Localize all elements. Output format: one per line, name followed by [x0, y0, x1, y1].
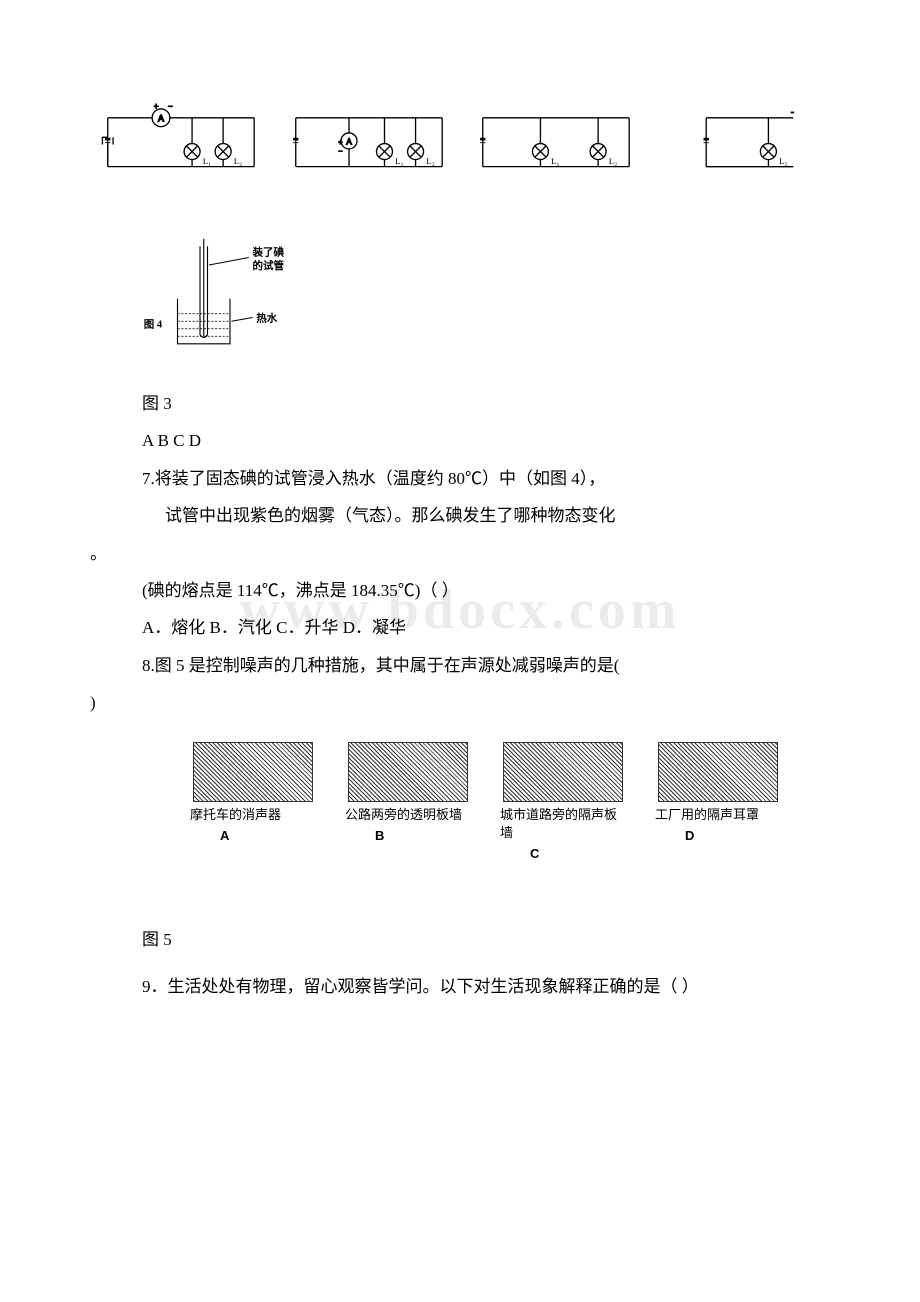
- noise-option-c: 城市道路旁的隔声板墙 C: [500, 742, 625, 861]
- noise-image-c: [503, 742, 623, 802]
- svg-text:L₁: L₁: [395, 156, 404, 166]
- fig4-number: 图 4: [144, 318, 163, 330]
- noise-option-d: 工厂用的隔声耳罩 D: [655, 742, 780, 861]
- figure-4-diagram: 装了碘 的试管 热水 图 4: [140, 220, 320, 370]
- svg-text:L₁: L₁: [203, 156, 212, 166]
- svg-text:L₁: L₁: [779, 156, 788, 166]
- svg-text:−: −: [338, 147, 342, 155]
- noise-image-b: [348, 742, 468, 802]
- noise-caption-d: 工厂用的隔声耳罩: [655, 806, 780, 824]
- svg-text:A: A: [158, 113, 164, 123]
- svg-text:+: +: [338, 138, 342, 146]
- svg-text:+: +: [154, 102, 159, 111]
- q8-line1: 8.图 5 是控制噪声的几种措施，其中属于在声源处减弱噪声的是(: [142, 647, 830, 684]
- noise-option-a: 摩托车的消声器 A: [190, 742, 315, 861]
- q7-line1: 7.将装了固态碘的试管浸入热水（温度约 80℃）中（如图 4），: [142, 460, 830, 497]
- figure-4-container: 装了碘 的试管 热水 图 4: [140, 220, 830, 375]
- noise-options-row: 摩托车的消声器 A 公路两旁的透明板墙 B 城市道路旁的隔声板墙 C 工厂用的隔…: [190, 742, 830, 861]
- fig4-label-water: 热水: [256, 311, 277, 324]
- svg-text:L₁: L₁: [551, 156, 560, 166]
- svg-text:L₂: L₂: [609, 156, 618, 166]
- noise-image-a: [193, 742, 313, 802]
- svg-text:A: A: [346, 137, 352, 146]
- noise-label-b: B: [375, 828, 470, 843]
- noise-label-d: D: [685, 828, 780, 843]
- noise-caption-b: 公路两旁的透明板墙: [345, 806, 470, 824]
- q7-line2: 试管中出现紫色的烟雾（气态）。那么碘发生了哪种物态变化: [165, 497, 830, 534]
- circuit-b: A + − L₁ L₂: [278, 100, 456, 180]
- q9-text: 9．生活处处有物理，留心观察皆学问。以下对生活现象解释正确的是（ ）: [142, 968, 830, 1005]
- fig4-label-top2: 的试管: [253, 259, 285, 272]
- q7-line3: (碘的熔点是 114℃，沸点是 184.35℃)（ ）: [142, 572, 830, 609]
- fig4-label-top1: 装了碘: [252, 245, 285, 258]
- svg-text:L₂: L₂: [426, 156, 435, 166]
- noise-option-b: 公路两旁的透明板墙 B: [345, 742, 470, 861]
- noise-label-a: A: [220, 828, 315, 843]
- noise-label-c: C: [530, 846, 625, 861]
- abcd-labels: A B C D: [142, 422, 830, 459]
- noise-caption-a: 摩托车的消声器: [190, 806, 315, 824]
- circuit-diagram-row: A + − L₁: [90, 100, 830, 180]
- noise-caption-c: 城市道路旁的隔声板墙: [500, 806, 625, 842]
- svg-text:L₂: L₂: [234, 156, 243, 166]
- fig3-caption: 图 3: [142, 385, 830, 422]
- q7-options: A．熔化 B．汽化 C．升华 D．凝华: [142, 609, 830, 646]
- circuit-d: L₁: [653, 100, 831, 180]
- page-content: A + − L₁: [90, 100, 830, 1006]
- fig5-caption: 图 5: [142, 921, 830, 958]
- circuit-c: L₁ L₂: [465, 100, 643, 180]
- noise-image-d: [658, 742, 778, 802]
- svg-text:−: −: [168, 102, 173, 111]
- q8-line2: ): [90, 684, 830, 721]
- circuit-a: A + − L₁: [90, 100, 268, 180]
- q7-period: 。: [90, 535, 830, 572]
